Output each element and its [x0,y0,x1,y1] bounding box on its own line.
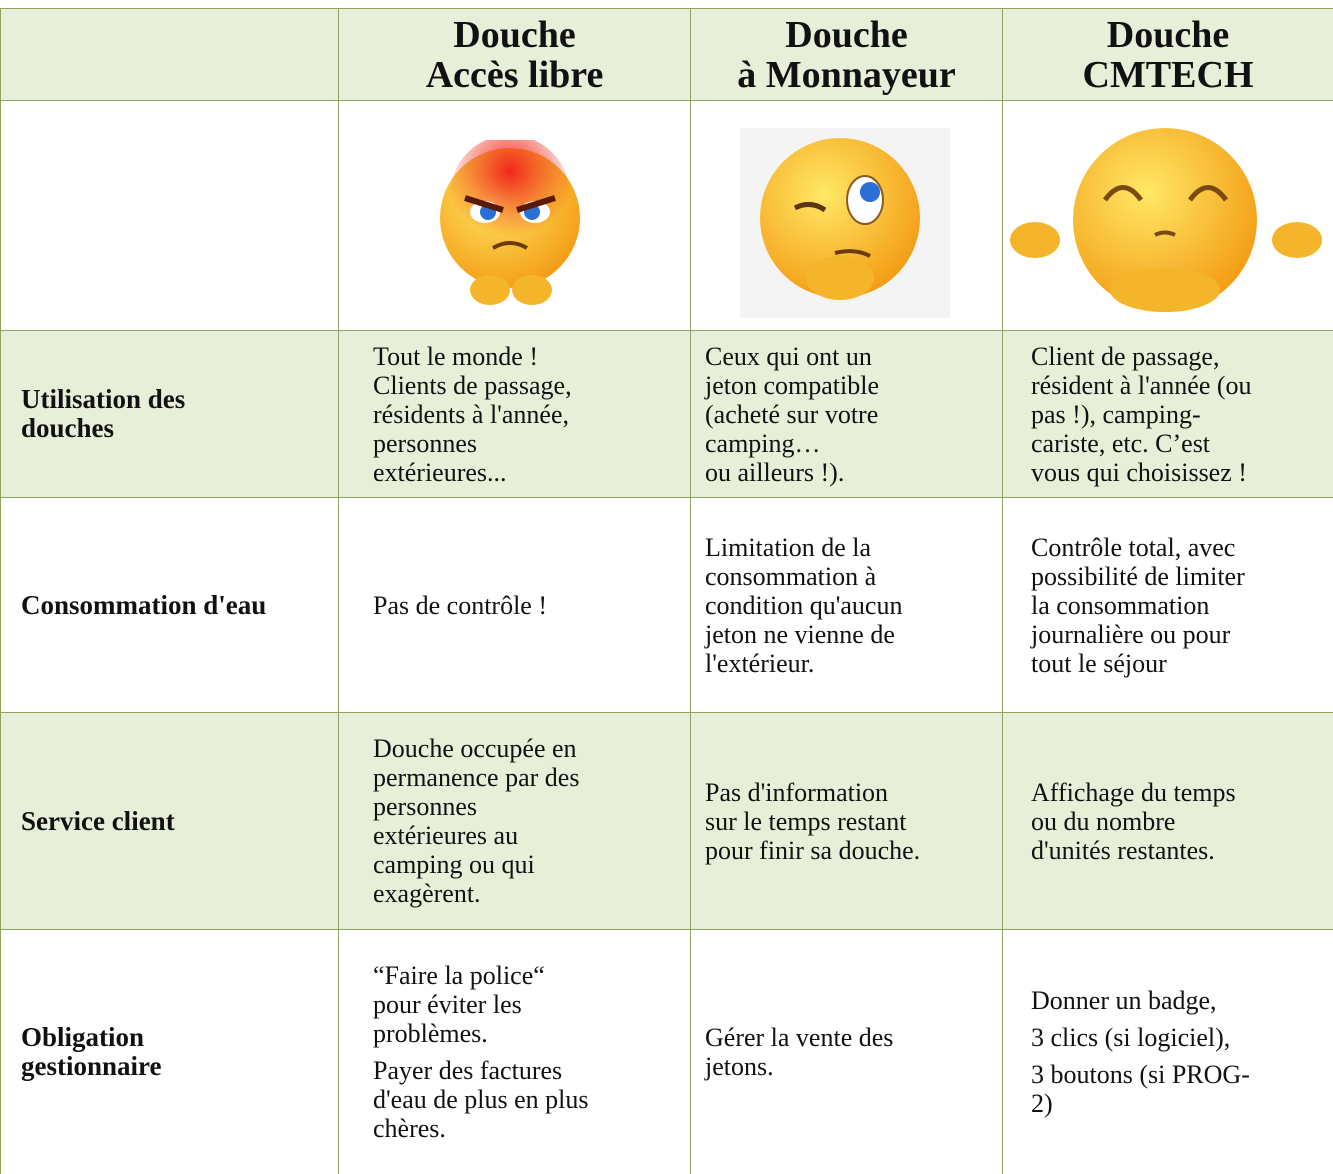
row-label: Service client [0,712,339,930]
paragraph: 3 boutons (si PROG- 2) [1031,1060,1250,1118]
cell-text: Pas de contrôle ! [338,497,691,713]
paragraph: Payer des factures d'eau de plus en plus… [373,1056,589,1143]
paragraph: Donner un badge, [1031,986,1217,1015]
paragraph: Pas d'information sur le temps restant p… [705,777,921,865]
cell-text: Client de passage, résident à l'année (o… [1002,330,1333,498]
row-label: Utilisation des douches [0,330,339,498]
cell-text: Pas d'information sur le temps restant p… [690,712,1003,930]
cell-text: Limitation de la consommation à conditio… [690,497,1003,713]
paragraph: Pas de contrôle ! [373,590,548,620]
cell-text: Douche occupée en permanence par des per… [338,712,691,930]
cell-text: “Faire la police“ pour éviter les problè… [338,929,691,1174]
column-header: Douche à Monnayeur [690,8,1003,101]
header-corner [0,8,339,101]
cell-text: Donner un badge, 3 clics (si logiciel), 3 … [1002,929,1333,1174]
row-label: Consommation d'eau [0,497,339,713]
paragraph: Affichage du temps ou du nombre d'unités… [1031,777,1236,865]
paragraph: Gérer la vente des jetons. [705,1023,894,1081]
image-cell [0,100,339,331]
angry-emoji [440,140,580,305]
column-header: Douche CMTECH [1002,8,1333,101]
paragraph: Ceux qui ont un jeton compatible (acheté… [705,341,880,487]
paragraph: “Faire la police“ pour éviter les problè… [373,961,545,1048]
cell-text: Tout le monde ! Clients de passage, rési… [338,330,691,498]
cell-text: Ceux qui ont un jeton compatible (acheté… [690,330,1003,498]
column-header: Douche Accès libre [338,8,691,101]
cell-text: Contrôle total, avec possibilité de limi… [1002,497,1333,713]
cell-text: Gérer la vente des jetons. [690,929,1003,1174]
row-label: Obligation gestionnaire [0,929,339,1174]
paragraph: Contrôle total, avec possibilité de limi… [1031,532,1245,678]
paragraph: 3 clics (si logiciel), [1031,1023,1231,1052]
cell-text: Affichage du temps ou du nombre d'unités… [1002,712,1333,930]
paragraph: Client de passage, résident à l'année (o… [1031,341,1252,487]
thinking-emoji [740,128,950,318]
paragraph: Tout le monde ! Clients de passage, rési… [373,341,572,487]
paragraph: Limitation de la consommation à conditio… [705,532,903,678]
zen-emoji [1010,128,1322,312]
paragraph: Douche occupée en permanence par des per… [373,734,580,908]
